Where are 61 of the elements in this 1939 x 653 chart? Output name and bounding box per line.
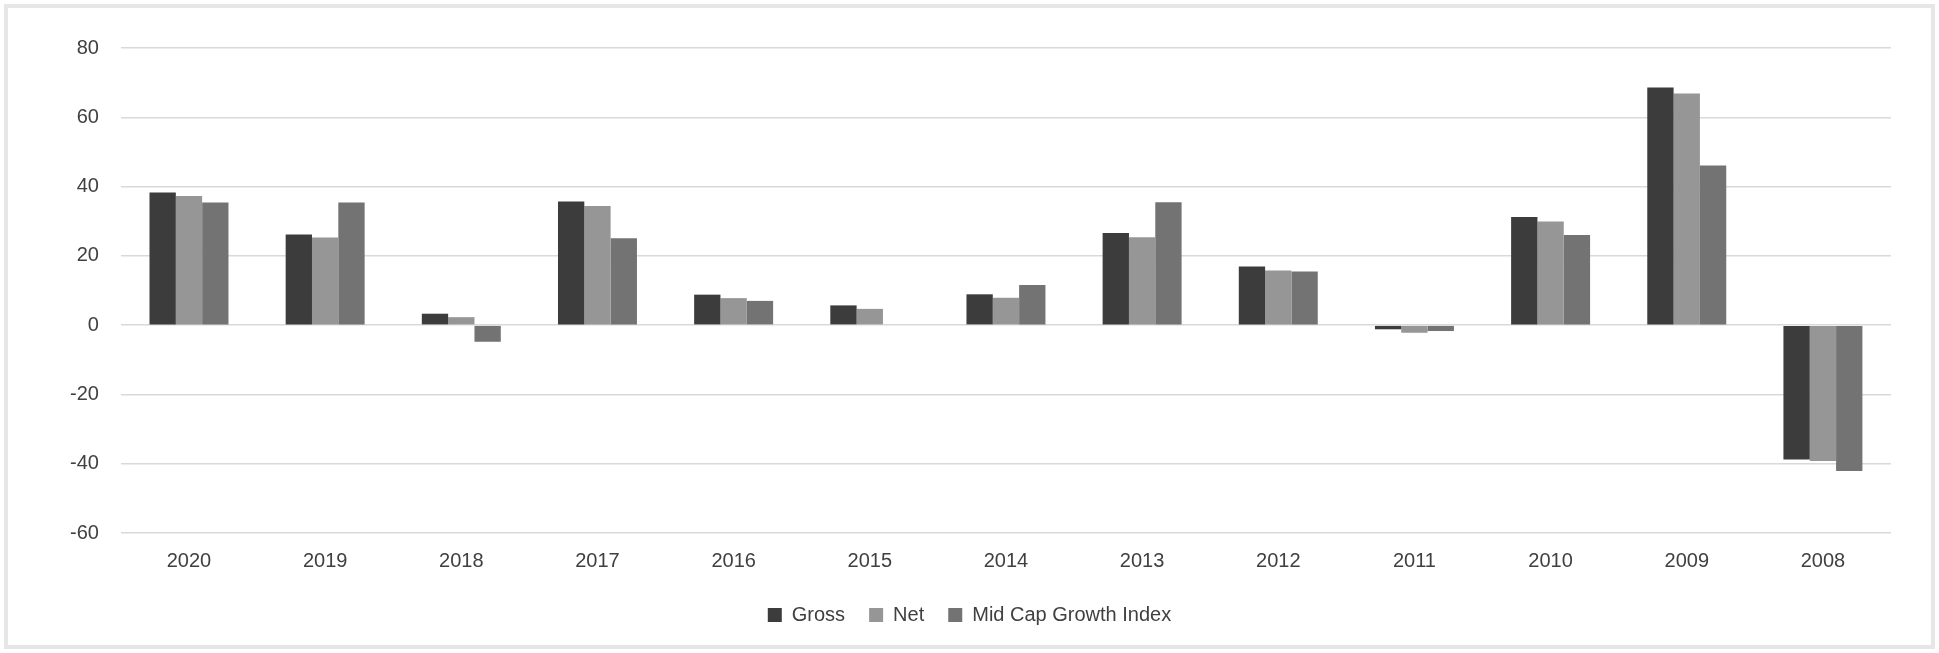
- x-tick-label: 2008: [1800, 548, 1846, 571]
- y-tick-label: 80: [76, 35, 99, 58]
- bar: [1836, 325, 1863, 471]
- x-tick-label: 2011: [1392, 548, 1436, 571]
- bar: [311, 237, 339, 325]
- y-tick-label: -20: [70, 381, 99, 404]
- bar: [474, 325, 501, 342]
- bar: [338, 202, 365, 325]
- bar: [1427, 325, 1454, 332]
- bar: [694, 294, 721, 325]
- y-tick-label: 0: [87, 312, 99, 335]
- x-tick-label: 2014: [983, 548, 1029, 571]
- bar: [610, 238, 637, 325]
- bar: [285, 234, 312, 325]
- bar: [1783, 325, 1810, 460]
- legend-label: Gross: [791, 602, 846, 625]
- x-tick-label: 2017: [575, 548, 620, 571]
- bar: [1291, 271, 1318, 325]
- bar: [1647, 87, 1674, 325]
- bar: [421, 313, 449, 325]
- bar: [1809, 325, 1837, 461]
- bar: [966, 294, 993, 325]
- bar: [1238, 266, 1266, 325]
- bar: [1128, 237, 1156, 325]
- bar: [992, 297, 1020, 325]
- y-tick-label: -40: [70, 451, 99, 474]
- bar: [149, 192, 176, 325]
- bar: [1102, 232, 1129, 325]
- x-tick-label: 2019: [302, 548, 348, 571]
- x-tick-label: 2012: [1256, 548, 1301, 571]
- bar: [584, 205, 611, 325]
- bar: [1673, 93, 1700, 325]
- bar: [1265, 270, 1292, 325]
- legend-label: Net: [893, 602, 925, 625]
- x-tick-label: 2020: [166, 548, 212, 571]
- bar: [175, 195, 203, 325]
- bar: [202, 202, 229, 325]
- y-tick-label: 20: [76, 243, 99, 266]
- bar: [1155, 202, 1182, 325]
- y-tick-label: -60: [70, 520, 99, 543]
- bar: [1511, 217, 1538, 325]
- bar: [1563, 235, 1591, 325]
- bar: [1699, 165, 1727, 325]
- legend-label: Mid Cap Growth Index: [972, 602, 1172, 625]
- bar: [557, 201, 585, 325]
- x-tick-label: 2016: [711, 548, 756, 571]
- bar: [746, 300, 774, 325]
- bar: [1401, 325, 1428, 333]
- bar: [1019, 284, 1046, 325]
- x-tick-label: 2009: [1664, 548, 1710, 571]
- bar: [1537, 221, 1564, 325]
- x-tick-label: 2015: [847, 548, 893, 571]
- x-tick-label: 2010: [1528, 548, 1573, 571]
- x-tick-label: 2013: [1119, 548, 1165, 571]
- x-tick-label: 2018: [439, 548, 484, 571]
- y-tick-label: 40: [76, 174, 99, 197]
- bar: [856, 308, 883, 325]
- bar: [830, 305, 857, 325]
- y-tick-label: 60: [76, 104, 99, 127]
- bar: [720, 298, 747, 325]
- bar: [448, 317, 475, 325]
